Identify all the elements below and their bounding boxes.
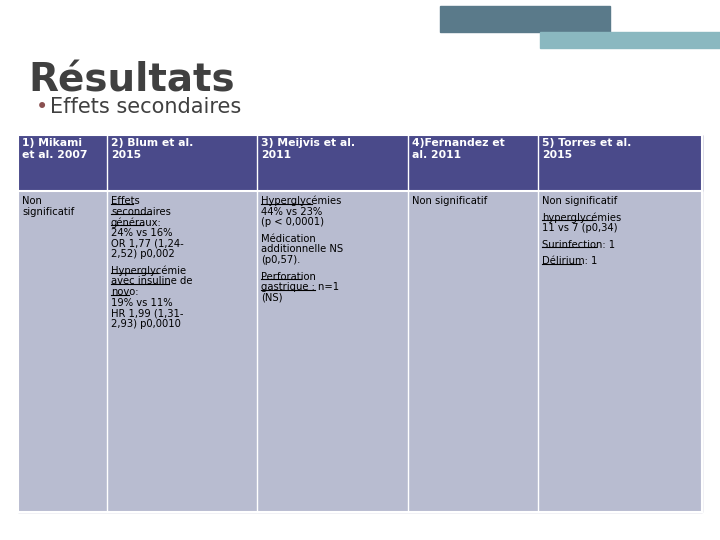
Text: 2) Blum et al.
2015: 2) Blum et al. 2015 [111, 138, 193, 160]
Text: 24% vs 16%: 24% vs 16% [111, 228, 172, 238]
Bar [408, 135, 538, 191]
Text: Effets: Effets [111, 196, 140, 206]
Text: significatif: significatif [22, 207, 74, 217]
Text: Délirium: 1: Délirium: 1 [542, 256, 597, 266]
Bar [258, 135, 408, 191]
Text: avec insuline de: avec insuline de [111, 276, 192, 286]
Bar [538, 191, 702, 512]
Text: 5) Torres et al.
2015: 5) Torres et al. 2015 [542, 138, 631, 160]
Text: Perforation: Perforation [261, 272, 316, 282]
Bar [18, 135, 702, 512]
Bar [538, 135, 702, 191]
Text: 2,93) p0,0010: 2,93) p0,0010 [111, 319, 181, 329]
Text: OR 1,77 (1,24-: OR 1,77 (1,24- [111, 239, 184, 248]
Bar [408, 191, 538, 512]
Text: Effets secondaires: Effets secondaires [50, 97, 241, 117]
Text: 1) Mikami
et al. 2007: 1) Mikami et al. 2007 [22, 138, 88, 160]
Text: généraux:: généraux: [111, 217, 162, 228]
Text: (p0,57).: (p0,57). [261, 255, 301, 265]
Text: 4)Fernandez et
al. 2011: 4)Fernandez et al. 2011 [412, 138, 505, 160]
Text: (p < 0,0001): (p < 0,0001) [261, 217, 325, 227]
Text: additionnelle NS: additionnelle NS [261, 245, 343, 254]
Text: gastrique : n=1: gastrique : n=1 [261, 282, 340, 292]
Text: •: • [36, 97, 48, 117]
Text: Non significatif: Non significatif [412, 196, 487, 206]
Bar [258, 191, 408, 512]
Bar [18, 191, 107, 512]
Text: secondaires: secondaires [111, 207, 171, 217]
Text: Surinfection: 1: Surinfection: 1 [542, 240, 615, 249]
Bar [440, 6, 610, 32]
Text: Non: Non [22, 196, 42, 206]
Text: Hyperglycémie: Hyperglycémie [111, 266, 186, 276]
Text: novo:: novo: [111, 287, 138, 297]
Text: (NS): (NS) [261, 293, 283, 303]
Bar [18, 135, 107, 191]
Text: 11 vs 7 (p0,34): 11 vs 7 (p0,34) [542, 223, 617, 233]
Text: Résultats: Résultats [28, 62, 235, 100]
Text: Non significatif: Non significatif [542, 196, 617, 206]
Text: 44% vs 23%: 44% vs 23% [261, 207, 323, 217]
Bar [107, 135, 258, 191]
Text: 3) Meijvis et al.
2011: 3) Meijvis et al. 2011 [261, 138, 356, 160]
Bar [107, 191, 258, 512]
Text: HR 1,99 (1,31-: HR 1,99 (1,31- [111, 308, 184, 319]
Text: 19% vs 11%: 19% vs 11% [111, 298, 173, 308]
Text: hyperglycémies: hyperglycémies [542, 213, 621, 223]
Bar [540, 32, 720, 48]
Text: Médication: Médication [261, 234, 316, 244]
Text: 2,52) p0,002: 2,52) p0,002 [111, 249, 175, 259]
Text: Hyperglycémies: Hyperglycémies [261, 196, 342, 206]
